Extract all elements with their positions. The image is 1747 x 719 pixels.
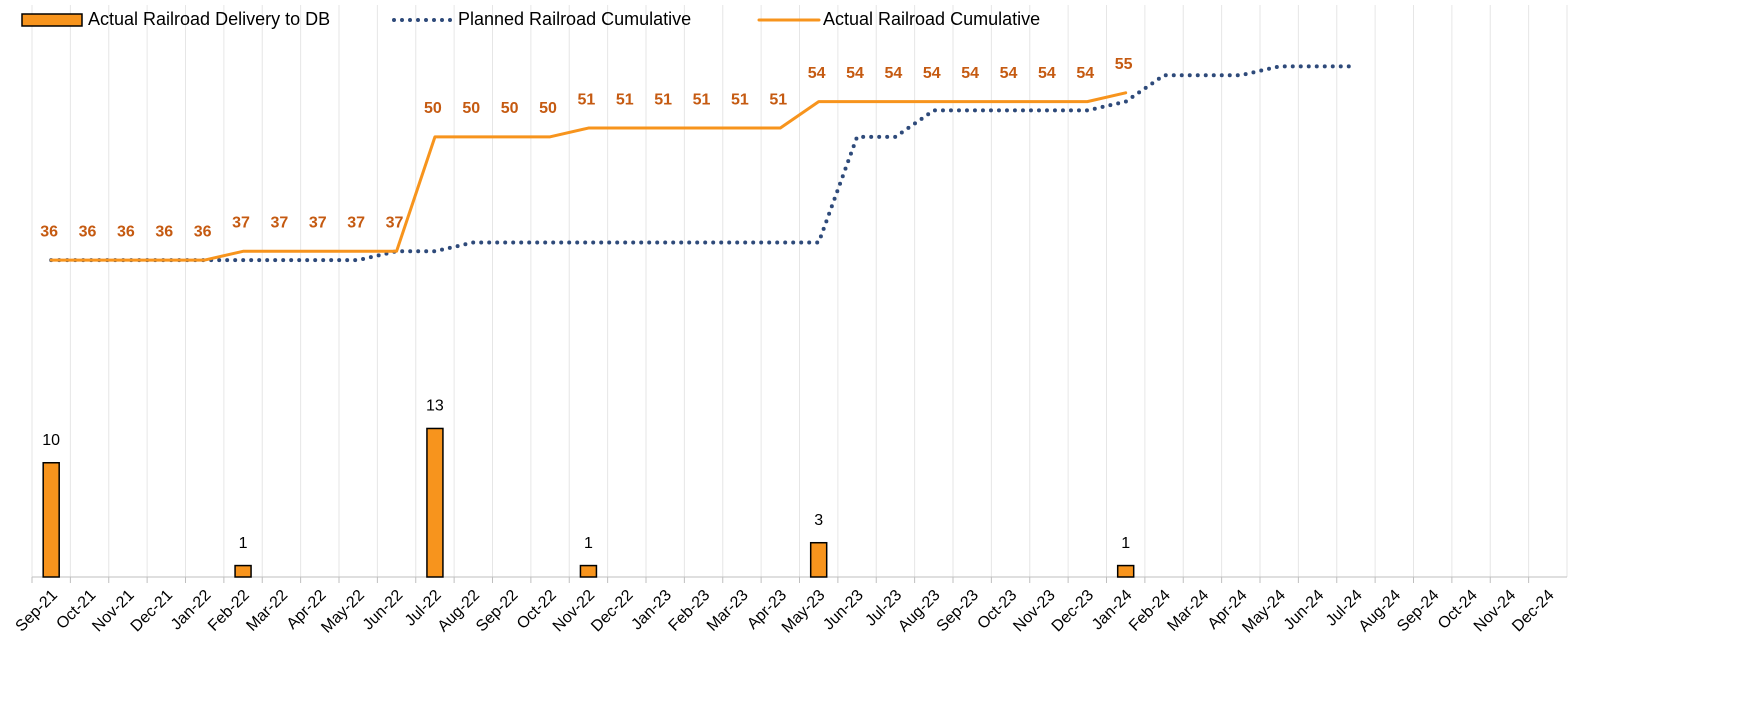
bar-label: 1 (239, 535, 248, 552)
line-label: 36 (194, 223, 212, 240)
x-tick-label: May-22 (318, 587, 368, 637)
line-label: 54 (1076, 65, 1094, 82)
line-label: 37 (232, 214, 250, 231)
line-label: 54 (808, 65, 826, 82)
x-tick-label: Mar-24 (1164, 587, 1212, 635)
bar (579, 564, 598, 578)
x-tick-label: Sep-23 (933, 587, 982, 636)
line-label: 51 (731, 91, 749, 108)
x-tick-label: Mar-22 (243, 587, 291, 635)
bar-label: 3 (814, 512, 823, 529)
x-tick-label: Feb-23 (666, 587, 714, 635)
x-tick-label: Feb-22 (205, 587, 253, 635)
bar (426, 427, 444, 578)
line-label: 50 (462, 100, 480, 117)
x-tick-label: Dec-23 (1049, 587, 1098, 636)
x-tick-label: Nov-22 (550, 587, 599, 636)
line-label: 51 (654, 91, 672, 108)
x-tick-label: Aug-24 (1356, 587, 1405, 636)
x-tick-label: Aug-22 (435, 587, 484, 636)
x-tick-label: Aug-23 (895, 587, 944, 636)
bar-label: 13 (426, 398, 444, 415)
line-label: 36 (40, 223, 58, 240)
x-tick-label: May-23 (779, 587, 829, 637)
line-label: 54 (885, 65, 903, 82)
line-label: 36 (155, 223, 173, 240)
x-tick-label: Sep-21 (12, 587, 61, 636)
x-tick-label: Sep-22 (473, 587, 522, 636)
x-tick-label: May-24 (1239, 587, 1289, 637)
x-tick-label: Feb-24 (1126, 587, 1174, 635)
x-tick-label: Nov-23 (1010, 587, 1059, 636)
legend-label: Actual Railroad Cumulative (823, 9, 1040, 29)
x-tick-label: Jun-22 (360, 587, 407, 634)
line-label: 51 (693, 91, 711, 108)
line-label: 37 (309, 214, 327, 231)
legend-swatch (21, 13, 83, 27)
line-label: 55 (1115, 56, 1133, 73)
x-tick-label: Dec-24 (1509, 587, 1558, 636)
line-label: 37 (386, 214, 404, 231)
line-label: 51 (769, 91, 787, 108)
x-tick-label: Jun-24 (1281, 587, 1328, 634)
x-tick-label: Dec-21 (128, 587, 177, 636)
bar-label: 1 (584, 535, 593, 552)
line-label: 37 (347, 214, 365, 231)
line-label: 37 (271, 214, 289, 231)
line-label: 50 (539, 100, 557, 117)
line-series (49, 91, 1128, 262)
line-label: 50 (424, 100, 442, 117)
x-tick-label: Nov-21 (89, 587, 138, 636)
legend-label: Planned Railroad Cumulative (458, 9, 691, 29)
line-label: 54 (923, 65, 941, 82)
x-tick-label: Mar-23 (704, 587, 752, 635)
bar (1116, 564, 1135, 578)
x-tick-label: Sep-24 (1394, 587, 1443, 636)
line-label: 54 (846, 65, 864, 82)
bar-label: 1 (1121, 535, 1130, 552)
line-label: 51 (616, 91, 634, 108)
line-label: 54 (961, 65, 979, 82)
bar (42, 461, 60, 578)
bar (809, 541, 828, 578)
line-label: 54 (1038, 65, 1056, 82)
line-label: 36 (117, 223, 135, 240)
line-label: 36 (79, 223, 97, 240)
bar (234, 564, 252, 578)
line-label: 51 (578, 91, 596, 108)
line-series (49, 64, 1358, 263)
line-label: 50 (501, 100, 519, 117)
x-tick-label: Dec-22 (588, 587, 637, 636)
legend-label: Actual Railroad Delivery to DB (88, 9, 330, 29)
line-label: 54 (1000, 65, 1018, 82)
x-tick-label: Jun-23 (820, 587, 867, 634)
x-tick-label: Nov-24 (1471, 587, 1520, 636)
bar-label: 10 (42, 432, 60, 449)
